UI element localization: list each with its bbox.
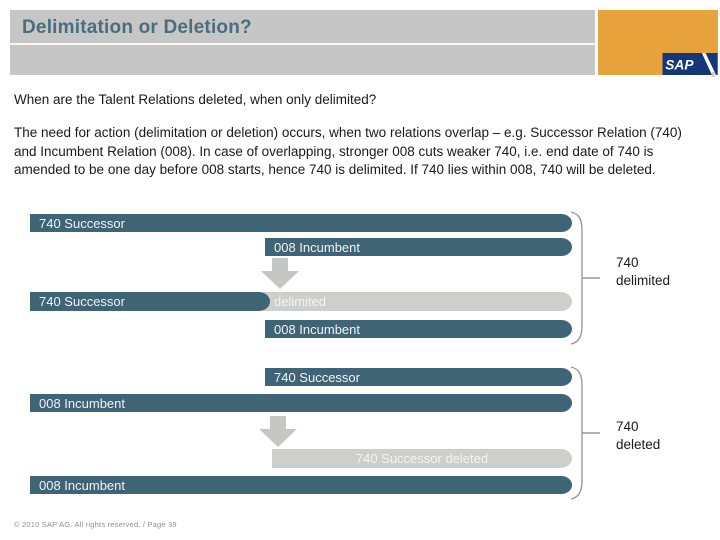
intro-paragraph: The need for action (delimitation or del…: [14, 125, 682, 177]
result-bracket: [570, 366, 600, 500]
title-bar: Delimitation or Deletion?: [10, 10, 595, 75]
bar-label: 008 Incumbent: [39, 477, 126, 493]
bar-740-successor: 740 Successor: [265, 368, 572, 386]
registered-trademark: ®: [711, 73, 716, 79]
down-arrow-icon: [261, 258, 299, 289]
bar-008-incumbent: 008 Incumbent: [30, 394, 572, 412]
bar-label: 008 Incumbent: [274, 239, 361, 255]
bar-label: 740 Successor deleted: [355, 451, 489, 466]
bar-label: 740 Successor: [274, 369, 360, 385]
bar-label: 740 Successor: [39, 215, 125, 231]
down-arrow-icon: [259, 416, 297, 447]
intro-question: When are the Talent Relations deleted, w…: [14, 92, 377, 107]
result-label-delimited: 740 delimited: [616, 254, 670, 290]
sap-logo-text: SAP: [665, 58, 694, 73]
sap-logo-icon: SAP: [662, 53, 718, 75]
page-title: Delimitation or Deletion?: [22, 17, 252, 38]
bar-delimited: delimited: [256, 292, 572, 311]
result-label-deleted: 740 deleted: [616, 418, 660, 454]
bar-008-incumbent: 008 Incumbent: [30, 476, 572, 494]
bar-label: delimited: [274, 294, 327, 309]
bar-740-successor: 740 Successor: [30, 214, 572, 232]
bar-008-incumbent: 008 Incumbent: [265, 238, 572, 256]
bar-label: 008 Incumbent: [39, 395, 126, 411]
result-line: delimited: [616, 273, 671, 288]
bar-label: 008 Incumbent: [274, 321, 361, 337]
title-divider: [10, 43, 595, 45]
bar-label: 740 Successor: [39, 294, 125, 309]
result-bracket: [570, 211, 600, 345]
footer-copyright: © 2010 SAP AG. All rights reserved. / Pa…: [14, 520, 177, 529]
result-line: 740: [616, 419, 639, 434]
bar-008-incumbent: 008 Incumbent: [265, 320, 572, 338]
result-line: 740: [616, 255, 639, 270]
sap-brand-block: SAP: [598, 10, 718, 75]
bar-740-successor-deleted: 740 Successor deleted: [272, 449, 572, 468]
result-line: deleted: [616, 437, 661, 452]
bar-740-successor-delimited: 740 Successor: [30, 292, 270, 311]
